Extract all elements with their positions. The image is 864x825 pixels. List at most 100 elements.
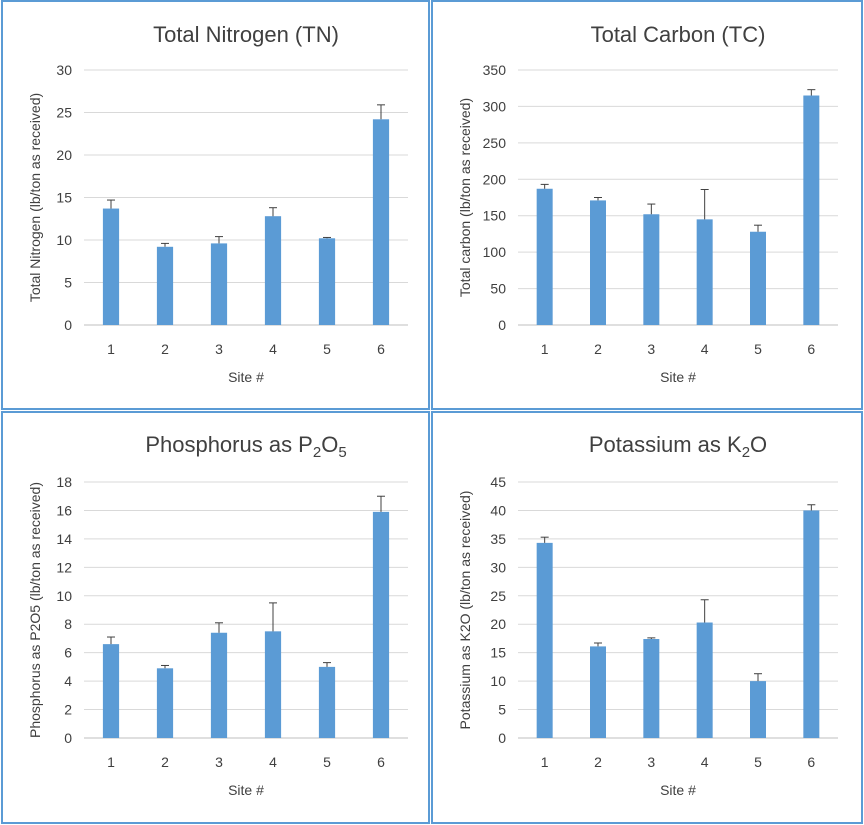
x-tick-label: 6: [807, 754, 815, 770]
y-tick-label: 40: [490, 502, 506, 518]
x-tick-label: 5: [323, 341, 331, 357]
y-tick-label: 300: [483, 98, 507, 114]
chart-panel-potassium: 0 5 10 15 20 25 30 35 40 45 1 2 3 4 5 6 Potassium as K2O…: [431, 411, 863, 824]
y-tick-label: 30: [490, 559, 506, 575]
bar-site-3: [210, 243, 228, 325]
chart-title-subscript: 5: [338, 444, 346, 461]
bar-site-6: [372, 511, 390, 738]
x-axis-label: Site #: [228, 782, 264, 798]
y-tick-label: 14: [56, 531, 72, 547]
x-tick-label: 6: [377, 341, 385, 357]
y-tick-label: 10: [56, 232, 72, 248]
x-axis-label: Site #: [660, 782, 696, 798]
bar-site-1: [102, 208, 120, 325]
y-tick-label: 20: [56, 147, 72, 163]
chart-title-main: Potassium as K: [589, 432, 742, 457]
chart-title-subscript: 2: [313, 444, 321, 461]
y-tick-label: 0: [64, 317, 72, 333]
x-tick-label: 1: [541, 341, 549, 357]
y-axis-label: Total carbon (lb/ton as received): [457, 98, 473, 297]
bar-site-3: [643, 639, 660, 738]
x-tick-label: 2: [161, 754, 169, 770]
x-tick-label: 6: [377, 754, 385, 770]
x-tick-label: 3: [647, 341, 655, 357]
bar-site-4: [264, 216, 282, 325]
bar-site-2: [156, 668, 174, 738]
x-tick-label: 1: [541, 754, 549, 770]
bar-site-6: [803, 95, 820, 325]
y-tick-label: 250: [483, 135, 507, 151]
y-tick-label: 0: [64, 730, 72, 746]
x-tick-label: 1: [107, 754, 115, 770]
chart-panel-total-nitrogen: 0 5 10 15 20 25 30 1 2 3 4 5 6 Total Nitrogen (TN) Sit…: [1, 0, 430, 410]
x-axis-label: Site #: [228, 369, 264, 385]
chart-title-main: Total Nitrogen (TN): [153, 22, 339, 47]
y-tick-label: 200: [483, 171, 507, 187]
y-tick-label: 16: [56, 502, 72, 518]
y-tick-label: 2: [64, 702, 72, 718]
x-tick-label: 5: [323, 754, 331, 770]
chart-panel-phosphorus: 0 2 4 6 8 10 12 14 16 18 1 2 3 4 5 6 Phosphorus as P2O5 S…: [1, 411, 430, 824]
bar-site-2: [156, 246, 174, 325]
y-tick-label: 0: [498, 730, 506, 746]
x-tick-label: 3: [647, 754, 655, 770]
chart-title-main: Total Carbon (TC): [591, 22, 766, 47]
chart-title-subscript: 2: [742, 444, 750, 461]
chart-total-carbon: 0 50 100 150 200 250 300 350 1 2 3 4 5 6 Total Carbon …: [457, 22, 838, 385]
x-tick-label: 5: [754, 754, 762, 770]
bar-site-1: [102, 644, 120, 738]
y-tick-label: 20: [490, 616, 506, 632]
chart-total-nitrogen: 0 5 10 15 20 25 30 1 2 3 4 5 6 Total Nitrogen (TN) Sit…: [27, 22, 408, 385]
y-tick-label: 12: [56, 559, 72, 575]
bar-site-6: [372, 119, 390, 325]
x-tick-label: 3: [215, 341, 223, 357]
bar-site-3: [210, 632, 228, 738]
x-tick-label: 1: [107, 341, 115, 357]
y-tick-label: 350: [483, 62, 507, 78]
x-tick-label: 2: [161, 341, 169, 357]
bar-site-5: [318, 238, 336, 325]
x-axis-label: Site #: [660, 369, 696, 385]
bar-site-5: [750, 681, 766, 738]
chart-title: Total Carbon (TC): [591, 22, 766, 47]
y-tick-label: 25: [490, 588, 506, 604]
chart-title: Potassium as K2O: [589, 432, 767, 461]
bar-site-4: [264, 631, 282, 738]
x-tick-label: 5: [754, 341, 762, 357]
y-tick-label: 50: [490, 281, 506, 297]
chart-title: Phosphorus as P2O5: [145, 432, 346, 461]
y-tick-label: 10: [490, 673, 506, 689]
y-tick-label: 5: [64, 275, 72, 291]
chart-panel-total-carbon: 0 50 100 150 200 250 300 350 1 2 3 4 5 6 Total Carbon …: [431, 0, 863, 410]
bar-site-5: [318, 666, 336, 738]
chart-title-mid: O: [750, 432, 767, 457]
y-axis-label: Phosphorus as P2O5 (lb/ton as received): [27, 482, 43, 738]
y-tick-label: 150: [483, 208, 507, 224]
y-axis-label: Potassium as K2O (lb/ton as received): [457, 491, 473, 730]
x-tick-label: 4: [269, 754, 277, 770]
bar-site-5: [750, 231, 766, 325]
x-tick-label: 4: [701, 754, 709, 770]
bar-site-1: [536, 188, 553, 325]
bar-site-4: [696, 219, 713, 325]
y-tick-label: 30: [56, 62, 72, 78]
chart-title-mid: O: [321, 432, 338, 457]
y-tick-label: 100: [483, 244, 507, 260]
x-tick-label: 6: [807, 341, 815, 357]
x-tick-label: 2: [594, 754, 602, 770]
bar-site-4: [696, 622, 713, 738]
y-tick-label: 25: [56, 105, 72, 121]
y-tick-label: 0: [498, 317, 506, 333]
x-tick-label: 4: [269, 341, 277, 357]
y-axis-label: Total Nitrogen (lb/ton as received): [27, 93, 43, 302]
bar-site-2: [590, 646, 606, 738]
y-tick-label: 5: [498, 702, 506, 718]
y-tick-label: 4: [64, 673, 72, 689]
bar-site-2: [590, 200, 606, 325]
x-tick-label: 3: [215, 754, 223, 770]
y-tick-label: 15: [56, 190, 72, 206]
chart-title: Total Nitrogen (TN): [153, 22, 339, 47]
